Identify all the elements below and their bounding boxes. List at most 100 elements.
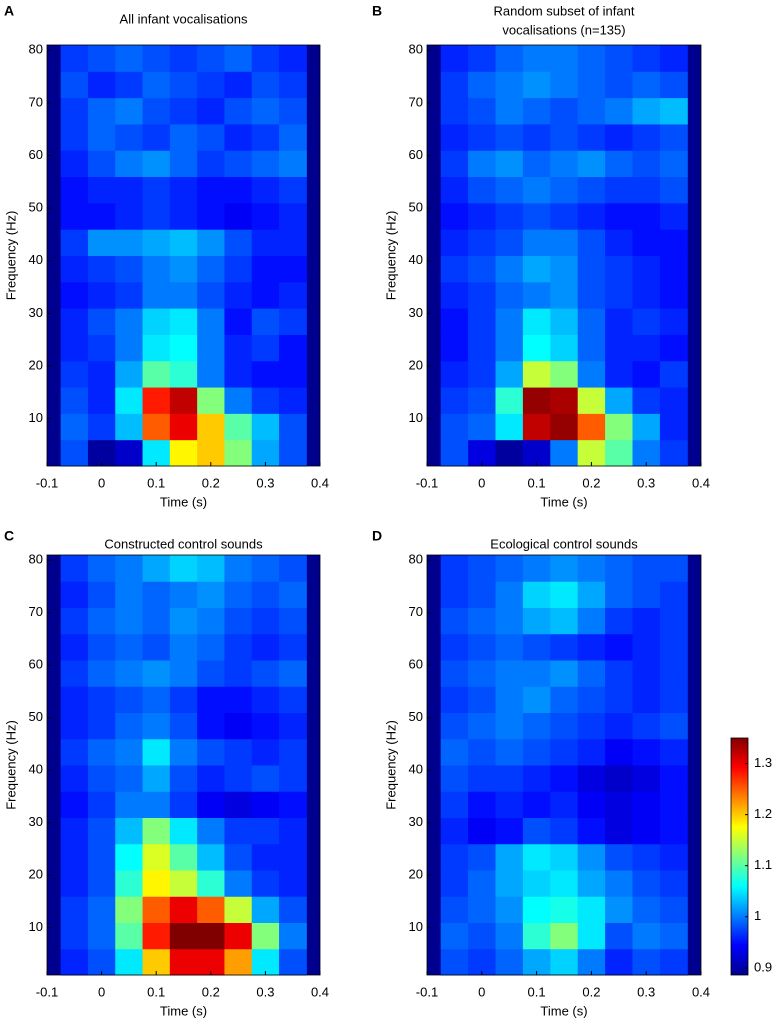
plot-frame	[46, 554, 321, 976]
y-tick-label: 40	[29, 252, 43, 267]
plot-frame	[46, 44, 321, 467]
heatmap-cell	[197, 660, 225, 687]
heatmap-cell	[659, 360, 688, 388]
panel-title: Random subset of infant	[494, 3, 635, 18]
y-tick-label: 70	[409, 94, 423, 109]
heatmap-cell	[115, 71, 144, 99]
heatmap-cell	[495, 45, 524, 72]
heatmap-cell	[169, 334, 198, 362]
panel-title: All infant vocalisations	[120, 11, 248, 26]
heatmap-cell	[522, 150, 551, 178]
heatmap-cell	[251, 712, 280, 740]
heatmap-cell	[279, 176, 307, 204]
heatmap-cell	[468, 281, 496, 309]
heatmap-cell	[279, 229, 307, 256]
heatmap-cell	[659, 150, 688, 178]
heatmap-cell	[632, 843, 661, 871]
heatmap-cell	[577, 71, 606, 99]
heatmap-cell	[142, 607, 171, 635]
heatmap-cell	[605, 150, 633, 178]
heatmap-cell	[251, 870, 280, 897]
heatmap-cell	[659, 439, 688, 467]
heatmap-cell	[495, 633, 524, 661]
heatmap-cell	[142, 255, 171, 283]
heatmap-cell	[605, 255, 633, 283]
heatmap-cell	[251, 791, 280, 818]
heatmap-cell	[632, 712, 661, 740]
heatmap-cell	[468, 308, 496, 335]
heatmap-cell	[605, 922, 633, 950]
heatmap-cell	[251, 97, 280, 125]
heatmap-cell	[605, 281, 633, 309]
y-tick-label: 10	[29, 410, 43, 425]
heatmap-cell	[659, 387, 688, 414]
heatmap-cell	[632, 229, 661, 256]
heatmap-cell	[87, 765, 116, 792]
heatmap-cell	[60, 45, 89, 72]
heatmap-cell	[659, 334, 688, 362]
heatmap-cell	[550, 607, 579, 635]
heatmap-cell	[224, 738, 253, 766]
x-tick-label: 0	[98, 475, 105, 490]
heatmap-cell	[197, 765, 225, 792]
heatmap-cell	[115, 229, 144, 256]
heatmap-cell	[115, 123, 144, 151]
heatmap-cell	[522, 387, 551, 414]
heatmap-cell	[522, 123, 551, 151]
heatmap-cell	[279, 948, 307, 976]
heatmap-cell	[60, 308, 89, 335]
heatmap-cell	[550, 765, 579, 792]
y-tick-label: 60	[409, 147, 423, 162]
heatmap-cell	[115, 387, 144, 414]
heatmap-cell	[605, 660, 633, 687]
heatmap-cell	[197, 123, 225, 151]
heatmap-cell	[550, 413, 579, 441]
heatmap-cell	[87, 843, 116, 871]
heatmap-cell	[577, 765, 606, 792]
x-tick-label: 0.2	[202, 475, 220, 490]
heatmap-cell	[251, 255, 280, 283]
heatmap-cell	[87, 922, 116, 950]
heatmap-cell	[60, 922, 89, 950]
heatmap-cell	[115, 660, 144, 687]
heatmap-cell	[468, 765, 496, 792]
heatmap-cell	[495, 765, 524, 792]
heatmap-cell	[632, 360, 661, 388]
y-tick-label: 50	[29, 709, 43, 724]
heatmap-cell	[279, 45, 307, 72]
heatmap-cell	[60, 581, 89, 608]
heatmap-cell	[142, 202, 171, 230]
x-tick-label: -0.1	[416, 984, 438, 999]
x-tick-label: 0.2	[582, 475, 600, 490]
heatmap-cell	[659, 817, 688, 845]
heatmap-cell	[495, 843, 524, 871]
heatmap-cell	[60, 176, 89, 204]
y-tick-label: 70	[29, 604, 43, 619]
heatmap-cell	[142, 896, 171, 923]
heatmap-cell	[632, 738, 661, 766]
heatmap-cell	[115, 176, 144, 204]
heatmap-cell	[142, 123, 171, 151]
heatmap-cell	[60, 255, 89, 283]
heatmap-cell	[522, 308, 551, 335]
heatmap-cell	[605, 202, 633, 230]
heatmap-cell	[115, 765, 144, 792]
y-tick-label: 80	[29, 552, 43, 567]
heatmap-cell	[87, 633, 116, 661]
heatmap-cell	[440, 817, 469, 845]
heatmap-cell	[224, 334, 253, 362]
heatmap-cell	[522, 45, 551, 72]
heatmap-cell	[197, 176, 225, 204]
y-tick-label: 10	[409, 919, 423, 934]
heatmap-cell	[440, 281, 469, 309]
heatmap-cell	[169, 765, 198, 792]
heatmap-cell	[495, 817, 524, 845]
heatmap-cell	[169, 360, 198, 388]
heatmap-cell	[224, 660, 253, 687]
heatmap-cell	[495, 71, 524, 99]
heatmap-cell	[197, 281, 225, 309]
heatmap-cell	[577, 922, 606, 950]
heatmap-cell	[279, 413, 307, 441]
heatmap-cell	[142, 712, 171, 740]
heatmap-cell	[440, 555, 469, 582]
